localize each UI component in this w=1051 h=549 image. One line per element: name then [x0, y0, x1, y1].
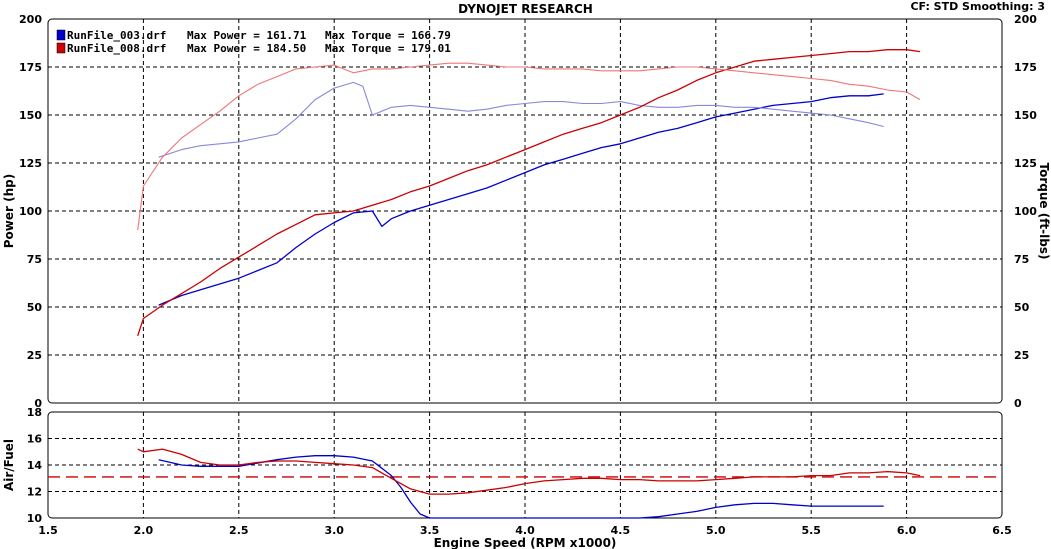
legend-swatch-run1 — [56, 29, 66, 41]
y-tick-label-power: 175 — [19, 61, 42, 74]
air-fuel-series — [137, 448, 921, 519]
y-axis-label-torque: Torque (ft-lbs) — [1037, 163, 1051, 260]
legend-run1-power: Max Power = 161.71 — [187, 29, 307, 42]
y-tick-label-airfuel: 16 — [27, 433, 43, 446]
legend-run2-torque: Max Torque = 179.01 — [325, 42, 451, 55]
series-run1-torque — [158, 81, 884, 158]
series-run2-airfuel — [137, 448, 921, 495]
legend-run1-torque: Max Torque = 166.79 — [325, 29, 451, 42]
y-tick-label-power: 25 — [27, 349, 42, 362]
series-run1-power — [158, 93, 884, 306]
y-tick-label-torque: 125 — [1014, 157, 1037, 170]
x-tick-label: 5.5 — [801, 524, 821, 537]
y-tick-label-torque: 50 — [1014, 301, 1030, 314]
y-tick-label-torque: 150 — [1014, 109, 1037, 122]
y-tick-label-power: 125 — [19, 157, 42, 170]
legend-run1-file: RunFile_003.drf — [67, 29, 166, 42]
y-tick-label-power: 0 — [34, 397, 42, 410]
legend-run2-power: Max Power = 184.50 — [187, 42, 306, 55]
y-axis-label-power: Power (hp) — [2, 174, 16, 248]
y-tick-label-power: 200 — [19, 13, 42, 26]
y-tick-label-power: 100 — [19, 205, 42, 218]
x-tick-label: 1.5 — [38, 524, 58, 537]
y-tick-label-torque: 200 — [1014, 13, 1037, 26]
y-tick-label-power: 75 — [27, 253, 42, 266]
x-tick-label: 2.5 — [229, 524, 249, 537]
axis-ticks: 1.5 2.0 2.5 3.0 3.5 4.0 4.5 5.0 5.5 6.0 6.5 0 25 50 75… — [19, 13, 1037, 537]
legend: RunFile_003.drf Max Power = 161.71 Max T… — [56, 29, 451, 55]
y-axis-label-airfuel: Air/Fuel — [2, 439, 16, 491]
y-tick-label-torque: 75 — [1014, 253, 1029, 266]
y-tick-label-power: 50 — [27, 301, 43, 314]
y-tick-label-torque: 25 — [1014, 349, 1029, 362]
x-tick-label: 4.0 — [515, 524, 535, 537]
x-tick-label: 3.0 — [324, 524, 344, 537]
legend-swatch-run2 — [56, 42, 66, 54]
y-tick-label-torque: 0 — [1014, 397, 1022, 410]
x-tick-label: 6.0 — [897, 524, 917, 537]
chart-title: DYNOJET RESEARCH — [458, 2, 593, 16]
legend-run2-file: RunFile_008.drf — [67, 42, 166, 55]
y-tick-label-power: 150 — [19, 109, 42, 122]
y-tick-label-airfuel: 10 — [27, 512, 43, 525]
y-tick-label-torque: 175 — [1014, 61, 1037, 74]
y-tick-label-airfuel: 14 — [27, 459, 43, 472]
x-axis-label: Engine Speed (RPM x1000) — [434, 536, 617, 549]
series-run2-power — [137, 49, 921, 337]
x-tick-label: 4.5 — [611, 524, 631, 537]
x-tick-label: 6.5 — [992, 524, 1012, 537]
series-run1-airfuel — [158, 455, 884, 519]
x-tick-label: 2.0 — [134, 524, 154, 537]
y-tick-label-airfuel: 18 — [27, 406, 42, 419]
y-tick-label-airfuel: 12 — [27, 486, 42, 499]
settings-readout: CF: STD Smoothing: 3 — [910, 0, 1045, 13]
y-tick-label-torque: 100 — [1014, 205, 1037, 218]
power-torque-series — [137, 49, 921, 337]
x-tick-label: 3.5 — [420, 524, 440, 537]
series-run2-torque — [137, 62, 921, 231]
air-fuel-grid — [48, 412, 1002, 518]
x-tick-label: 5.0 — [706, 524, 726, 537]
